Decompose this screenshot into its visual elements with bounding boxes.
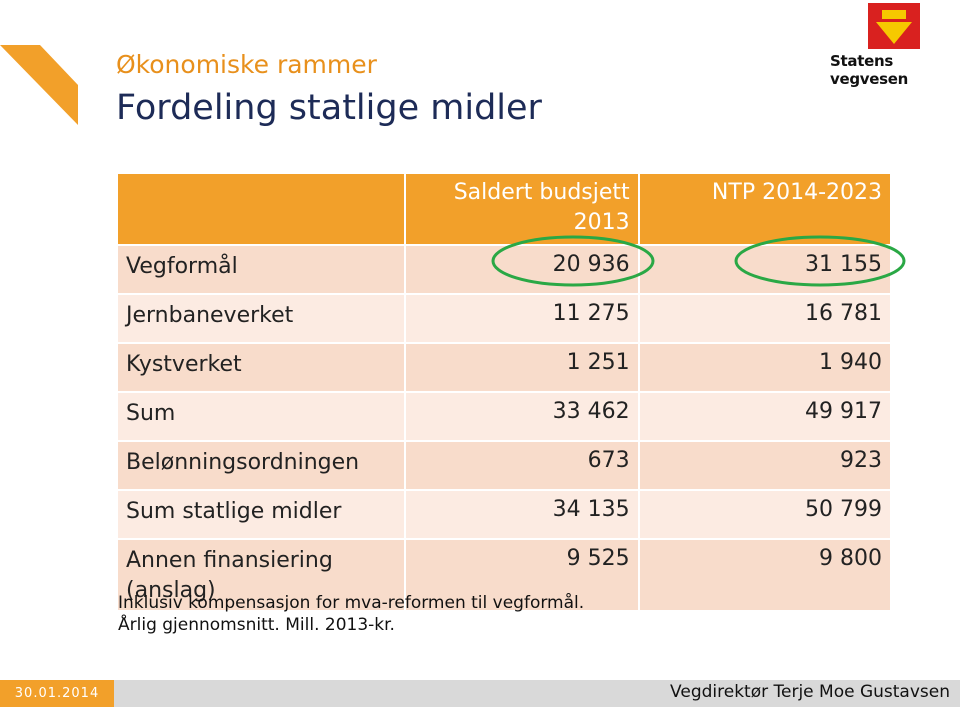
subtitle: Økonomiske rammer: [116, 50, 377, 79]
value-cell: 34 135: [404, 489, 640, 540]
row-label: Sum: [115, 391, 407, 442]
value-cell: 9 525: [404, 538, 640, 612]
value-cell: 20 936: [404, 244, 640, 295]
value-cell: 50 799: [637, 489, 893, 540]
table-row: Jernbaneverket 11 275 16 781: [115, 293, 893, 344]
value-cell: 923: [637, 440, 893, 491]
value-cell: 9 800: [637, 538, 893, 612]
header-row: Saldert budsjett 2013 NTP 2014-2023: [115, 172, 893, 246]
row-label: Sum statlige midler: [115, 489, 407, 540]
row-label: Jernbaneverket: [115, 293, 407, 344]
value-cell: 1 940: [637, 342, 893, 393]
value-cell: 49 917: [637, 391, 893, 442]
value-cell: 1 251: [404, 342, 640, 393]
title: Fordeling statlige midler: [116, 88, 542, 128]
logo-shield: [876, 22, 912, 44]
footer-author: Vegdirektør Terje Moe Gustavsen: [670, 682, 950, 702]
table-row: Kystverket 1 251 1 940: [115, 342, 893, 393]
value-cell: 11 275: [404, 293, 640, 344]
value-cell: 16 781: [637, 293, 893, 344]
table-row: Sum statlige midler 34 135 50 799: [115, 489, 893, 540]
table-row: Sum 33 462 49 917: [115, 391, 893, 442]
logo-emblem: [868, 3, 920, 49]
row-label: Annen finansiering (anslag): [115, 538, 407, 612]
table-row: Annen finansiering (anslag) 9 525 9 800: [115, 538, 893, 612]
note: Inklusiv kompensasjon for mva-reformen t…: [118, 593, 585, 613]
value-cell: 33 462: [404, 391, 640, 442]
logo-text: Statens vegvesen: [830, 52, 909, 88]
value-cell: 673: [404, 440, 640, 491]
footer-bar: [0, 680, 960, 707]
notes: Inklusiv kompensasjon for mva-reformen t…: [118, 592, 584, 636]
corner-shape: [0, 45, 78, 125]
row-label: Belønningsordningen: [115, 440, 407, 491]
value-cell: 31 155: [637, 244, 893, 295]
table-row: Belønningsordningen 673 923: [115, 440, 893, 491]
note: Årlig gjennomsnitt. Mill. 2013-kr.: [118, 615, 395, 635]
footer-date: 30.01.2014: [0, 680, 114, 707]
row-label: Kystverket: [115, 342, 407, 393]
corner-cell: [115, 172, 407, 246]
row-label: Vegformål: [115, 244, 407, 295]
table-row: Vegformål 20 936 31 155: [115, 244, 893, 295]
column-header: Saldert budsjett 2013: [404, 172, 640, 246]
logo-crown: [882, 10, 906, 19]
budget-table: Saldert budsjett 2013 NTP 2014-2023 Vegf…: [115, 172, 893, 612]
column-header: NTP 2014-2023: [637, 172, 893, 246]
